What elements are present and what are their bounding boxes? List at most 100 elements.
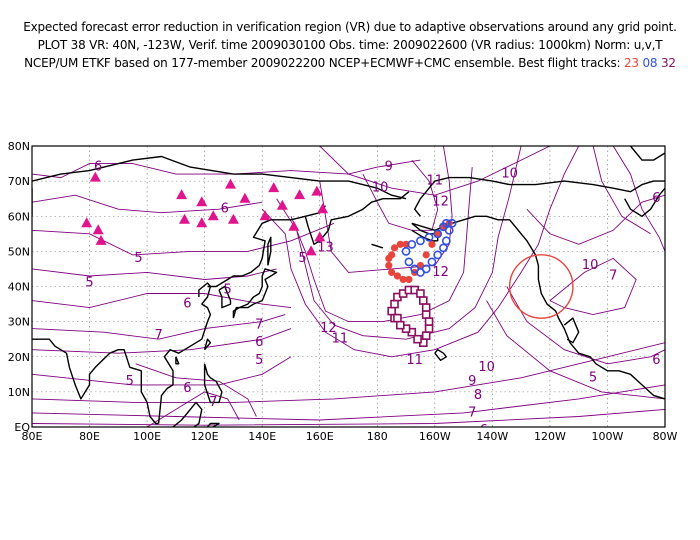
contour-value-label: 8 — [474, 388, 482, 403]
contour-value-label: 5 — [224, 283, 232, 298]
lon-tick-label: 140W — [476, 430, 508, 443]
contour-value-label: 5 — [134, 251, 142, 266]
flight-track-square-marker — [421, 310, 431, 319]
observation-triangle-marker — [196, 196, 208, 207]
coastline — [434, 349, 447, 361]
lon-tick-label: 140E — [248, 430, 276, 443]
longitude-axis: 80E 80E 100E 120E 140E 160E 180 160W 140W 120W 100… — [22, 430, 678, 443]
flight-track-filled-circle-marker — [405, 275, 413, 284]
coastline — [304, 191, 410, 245]
contour-value-label: 6 — [480, 423, 488, 438]
flight-track-open-circle-marker — [416, 236, 425, 246]
contour-value-label: 13 — [317, 240, 334, 255]
contour-line — [549, 257, 637, 316]
contour-value-label: 10 — [478, 360, 495, 375]
flight-track-square-marker — [416, 289, 425, 298]
observation-triangle-marker — [294, 189, 306, 200]
contour-value-label: 6 — [652, 353, 660, 368]
coastline — [629, 146, 665, 161]
flight-track-filled-circle-marker — [396, 240, 404, 248]
coastline — [563, 317, 580, 344]
flight-track-open-circle-marker — [441, 218, 451, 228]
contour-value-label: 12 — [432, 265, 449, 280]
observation-triangle-marker — [225, 178, 237, 189]
contour-value-label: 10 — [501, 167, 518, 182]
contour-value-label: 12 — [320, 321, 337, 336]
observation-triangle-marker — [276, 199, 288, 210]
coastline — [624, 187, 665, 217]
contour-line — [32, 222, 335, 256]
contour-line — [32, 384, 665, 421]
track-id-b: 08 — [642, 56, 658, 70]
lat-tick-label: 40N — [8, 281, 30, 294]
contour-value-label: 10 — [582, 258, 599, 273]
coastlines — [32, 146, 665, 427]
contour-line — [319, 146, 551, 196]
lon-tick-label: 120E — [191, 430, 219, 443]
coastline — [267, 236, 272, 266]
flight-track-open-circle-marker — [433, 250, 443, 260]
observation-triangle-marker — [196, 217, 208, 228]
lon-tick-label: 80E — [22, 430, 43, 443]
flight-track-square-marker — [424, 324, 434, 333]
contour-line — [526, 194, 665, 245]
lon-tick-label: 160E — [306, 430, 334, 443]
coastline — [206, 422, 220, 427]
title-line-3-text: NCEP/UM ETKF based on 177-member 2009022… — [24, 56, 621, 70]
lon-tick-label: 100E — [133, 430, 161, 443]
flight-track-square-marker — [413, 334, 422, 344]
flight-tracks — [385, 218, 457, 348]
lat-tick-label: 20N — [8, 351, 30, 364]
contour-value-label: 6 — [652, 191, 660, 206]
coastline — [175, 356, 180, 365]
flight-track-filled-circle-marker — [385, 261, 393, 270]
contour-line — [261, 146, 580, 358]
contour-value-label: 6 — [255, 335, 263, 350]
contour-value-label: 5 — [589, 370, 597, 385]
flight-track-square-marker — [421, 331, 431, 340]
lat-tick-label: 70N — [8, 175, 30, 188]
lon-tick-label: 100W — [592, 430, 624, 443]
observation-triangle-marker — [81, 217, 93, 228]
title-line-2: PLOT 38 VR: 40N, -123W, Verif. time 2009… — [37, 38, 663, 52]
observation-triangle-marker — [317, 203, 329, 214]
latitude-axis: EQ 10N 20N 30N 40N 50N 60N 70N 80N — [8, 140, 31, 434]
flight-track-filled-circle-marker — [434, 230, 442, 238]
observation-triangle-marker — [207, 210, 219, 221]
map-frame — [31, 145, 666, 428]
coastline — [218, 285, 232, 309]
contour-value-label: 6 — [183, 297, 191, 312]
coastline — [411, 215, 665, 400]
contour-value-label: 5 — [298, 251, 306, 266]
contour-value-label: 9 — [385, 160, 393, 175]
contour-line — [276, 146, 522, 340]
track-id-c: 32 — [660, 56, 676, 70]
flight-track-open-circle-marker — [447, 218, 457, 228]
flight-track-open-circle-marker — [433, 229, 443, 239]
contour-value-label: 5 — [255, 353, 263, 368]
flight-track-filled-circle-marker — [428, 240, 436, 248]
contour-value-label: 7 — [209, 395, 217, 410]
observation-triangle-marker — [259, 210, 271, 221]
contour-value-label: 6 — [166, 434, 174, 449]
contour-value-label: 7 — [468, 405, 476, 420]
observation-triangles — [81, 171, 329, 256]
contour-value-label: 6 — [221, 202, 229, 217]
observation-triangle-marker — [227, 213, 239, 224]
flight-track-open-circle-marker — [427, 257, 437, 267]
flight-track-square-marker — [419, 296, 428, 305]
contour-value-label: 7 — [255, 318, 263, 333]
contour-line — [135, 363, 257, 417]
flight-track-open-circle-marker — [441, 236, 451, 246]
contour-line — [592, 146, 651, 235]
contour-line — [32, 328, 292, 354]
flight-track-open-circle-marker — [407, 239, 417, 249]
contour-value-label: 5 — [85, 276, 93, 291]
flight-track-square-marker — [424, 317, 434, 326]
title-line-1: Expected forecast error reduction in ver… — [23, 20, 677, 34]
lat-tick-label: 60N — [8, 210, 30, 223]
flight-track-square-marker — [421, 303, 431, 312]
coastline — [232, 268, 278, 319]
contour-line — [146, 391, 240, 427]
